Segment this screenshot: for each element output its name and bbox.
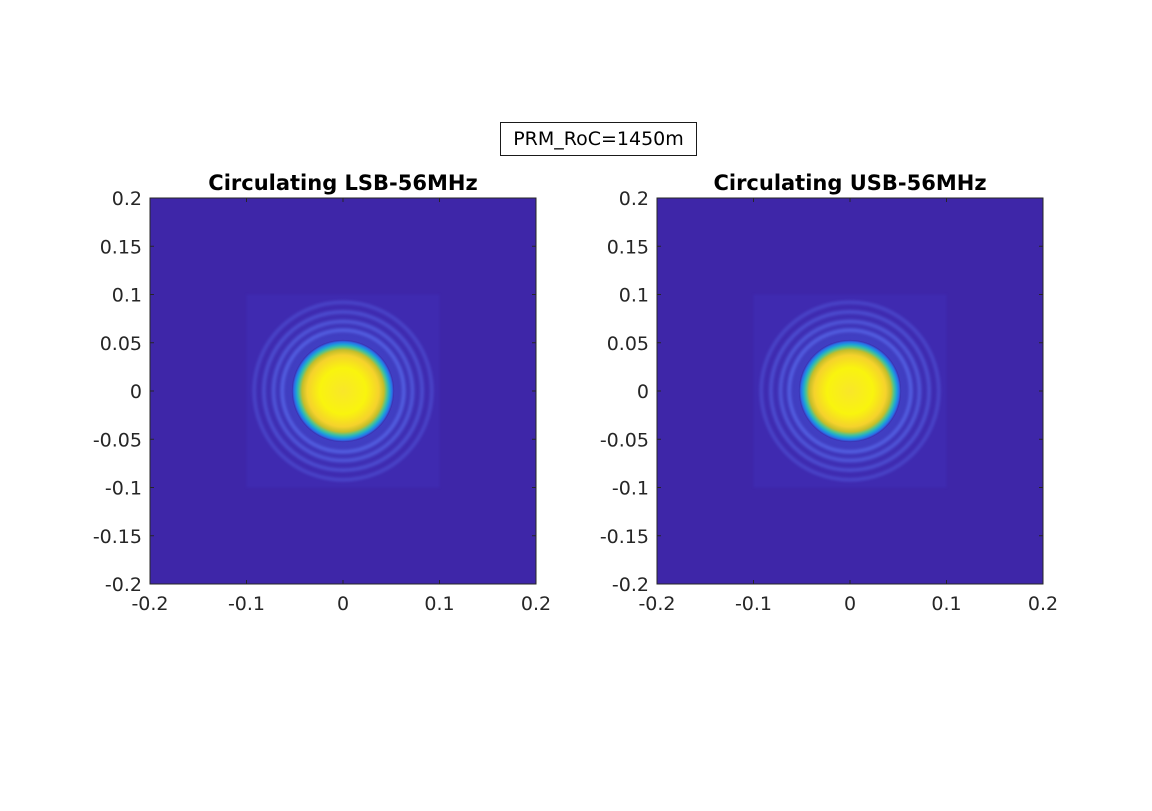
heatmap-panel-1: -0.2 -0.1 0 0.1 0.2 0.2 0.15 0.1 0.05 0 -0.05 -0.1 -… (93, 171, 551, 615)
y-tick-label: 0 (637, 381, 649, 403)
x-tick-label: -0.2 (638, 593, 675, 615)
y-tick-label: 0 (130, 381, 142, 403)
diffraction-ring (787, 328, 913, 454)
beam-spot (798, 339, 902, 443)
diffraction-ring (280, 328, 406, 454)
beam-spot (291, 339, 395, 443)
diffraction-ring (778, 319, 922, 463)
x-tick-label: 0 (844, 593, 856, 615)
y-tick-label: 0.2 (112, 188, 142, 210)
y-tick-label: 0.2 (619, 188, 649, 210)
diffraction-ring (271, 319, 415, 463)
panel-title: Circulating LSB-56MHz (208, 171, 477, 195)
diffraction-ring (759, 300, 941, 482)
y-tick-label: 0.15 (607, 236, 649, 258)
y-tick-label: -0.15 (600, 526, 649, 548)
heatmap-panel-2: -0.2 -0.1 0 0.1 0.2 0.2 0.15 0.1 0.05 0 -0.05 -0.1 -… (600, 171, 1058, 615)
x-tick-label: 0.1 (931, 593, 961, 615)
y-tick-label: -0.1 (105, 478, 142, 500)
y-tick-label: 0.1 (112, 285, 142, 307)
x-tick-label: 0.2 (521, 593, 551, 615)
annotation-text: PRM_RoC=1450m (513, 128, 684, 150)
x-tick-label: -0.1 (735, 593, 772, 615)
diffraction-ring (768, 309, 932, 473)
x-tick-label: -0.1 (228, 593, 265, 615)
y-tick-label: 0.05 (100, 333, 142, 355)
y-tick-label: -0.15 (93, 526, 142, 548)
diffraction-ring (252, 300, 434, 482)
annotation-box: PRM_RoC=1450m (500, 122, 697, 156)
panel-title: Circulating USB-56MHz (713, 171, 986, 195)
y-tick-label: 0.15 (100, 236, 142, 258)
y-tick-label: -0.05 (600, 429, 649, 451)
x-tick-label: 0.2 (1028, 593, 1058, 615)
diffraction-ring (261, 309, 425, 473)
y-tick-label: 0.05 (607, 333, 649, 355)
y-tick-label: -0.1 (612, 478, 649, 500)
x-tick-label: 0 (337, 593, 349, 615)
y-tick-label: -0.2 (105, 574, 142, 596)
y-tick-label: -0.2 (612, 574, 649, 596)
x-tick-label: 0.1 (424, 593, 454, 615)
y-tick-label: -0.05 (93, 429, 142, 451)
x-tick-label: -0.2 (131, 593, 168, 615)
y-tick-label: 0.1 (619, 285, 649, 307)
